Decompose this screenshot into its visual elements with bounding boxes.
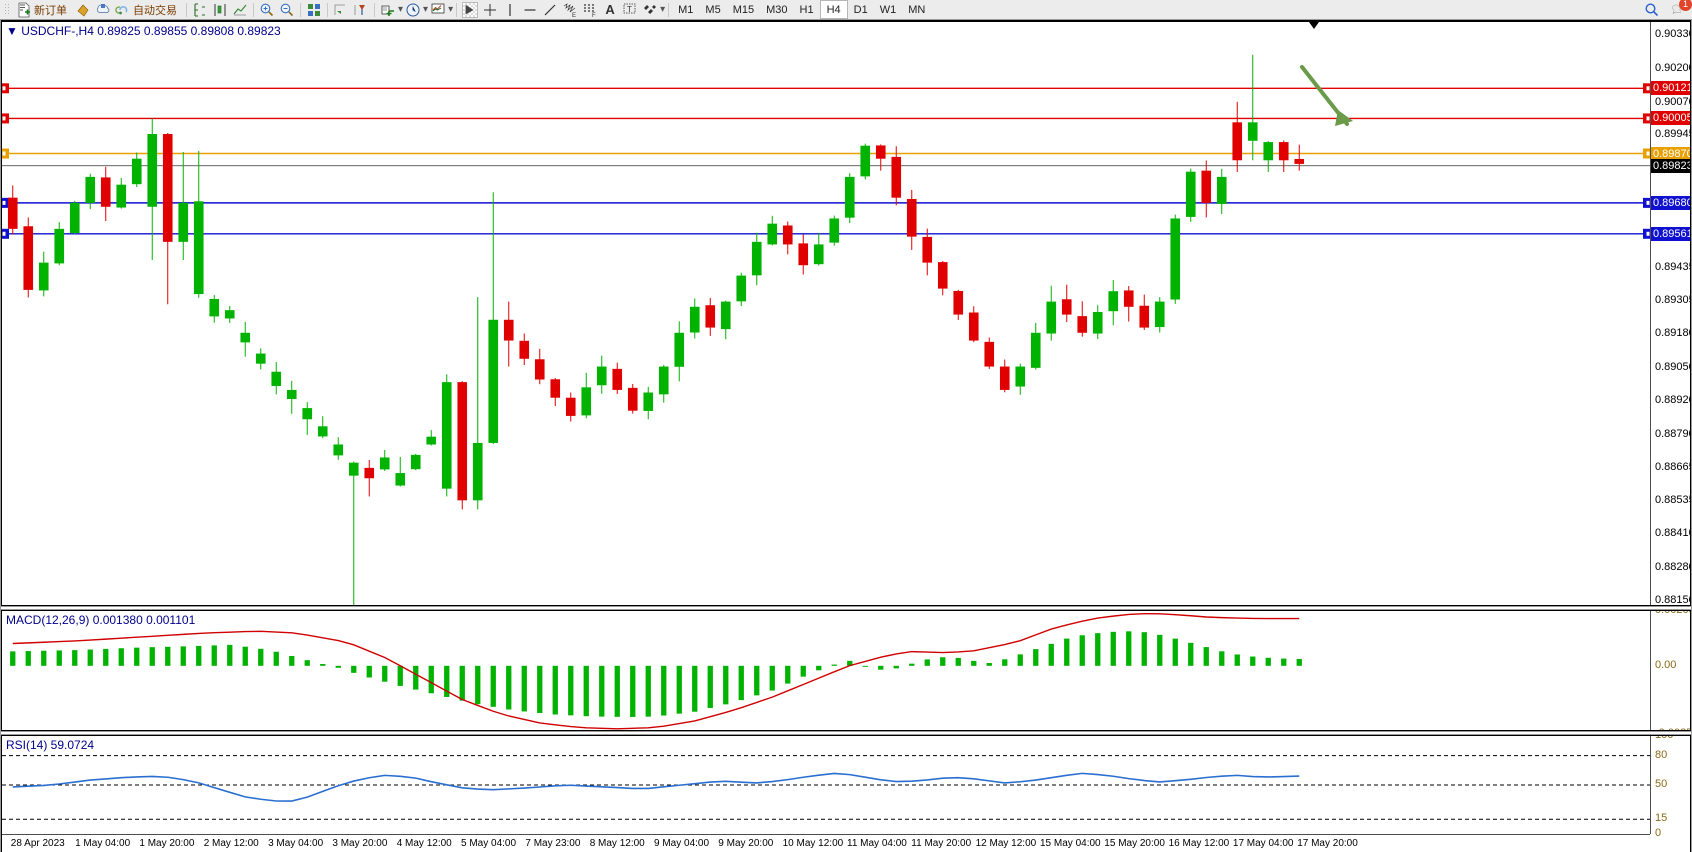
svg-text:T: T [627,5,632,14]
svg-text:E: E [572,13,576,18]
svg-text:F: F [592,13,596,18]
